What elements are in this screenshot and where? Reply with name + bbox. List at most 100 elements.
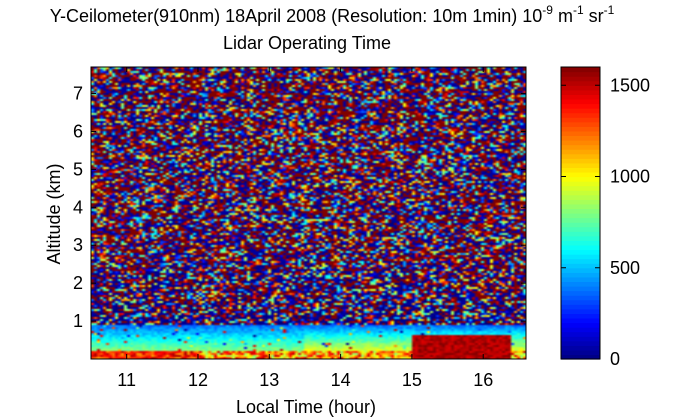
colorbar-segment xyxy=(561,340,600,346)
colorbar-segment xyxy=(561,89,600,95)
colorbar-segment xyxy=(561,240,600,246)
colorbar-segment xyxy=(561,295,600,301)
colorbar-segment xyxy=(561,208,600,214)
colorbar-segment xyxy=(561,194,600,200)
colorbar-segment xyxy=(561,336,600,342)
heatmap-image xyxy=(91,67,526,359)
colorbar-segment xyxy=(561,244,600,251)
colorbar-segment xyxy=(561,317,600,324)
title-unit-sr: sr xyxy=(589,6,604,26)
y-tick-label: 2 xyxy=(73,273,83,293)
colorbar-segment xyxy=(561,354,600,360)
plot-frame xyxy=(90,66,527,360)
colorbar-tick-label: 0 xyxy=(610,349,620,369)
colorbar-segment xyxy=(561,199,600,205)
colorbar-segment xyxy=(561,217,600,223)
colorbar-segment xyxy=(561,235,600,241)
colorbar-segment xyxy=(561,327,600,333)
colorbar-segment xyxy=(561,98,600,105)
colorbar-segment xyxy=(561,226,600,232)
colorbar-segment xyxy=(561,162,600,168)
colorbar-segment xyxy=(561,304,600,310)
colorbar-tick-label: 500 xyxy=(610,258,640,278)
colorbar-segment xyxy=(561,121,600,127)
colorbar-segment xyxy=(561,171,600,178)
colorbar-segment xyxy=(561,167,600,173)
colorbar-segment xyxy=(561,276,600,283)
colorbar-segment xyxy=(561,112,600,118)
chart-subtitle: Lidar Operating Time xyxy=(223,33,391,53)
colorbar-segment xyxy=(561,140,600,146)
colorbar-segment xyxy=(561,254,600,260)
colorbar-segment xyxy=(561,299,600,305)
colorbar-segment xyxy=(561,117,600,123)
colorbar-segment xyxy=(561,103,600,109)
y-axis-label: Altitude (km) xyxy=(44,163,64,264)
colorbar-ticks: 0 500 1000 1500 xyxy=(561,75,650,369)
colorbar-segment xyxy=(561,331,600,337)
y-tick-label: 4 xyxy=(73,197,83,217)
colorbar-segment xyxy=(561,153,600,159)
colorbar-tick-label: 1000 xyxy=(610,167,650,187)
colorbar-segment xyxy=(561,181,600,187)
colorbar-frame xyxy=(560,66,601,360)
colorbar-segment xyxy=(561,345,600,351)
heatmap-plot-area xyxy=(91,67,526,359)
colorbar-segment xyxy=(561,149,600,155)
colorbar-segment xyxy=(561,80,600,86)
colorbar-segment xyxy=(561,290,600,296)
colorbar-segment xyxy=(561,258,600,264)
colorbar-segment xyxy=(561,85,600,91)
x-tick-label: 13 xyxy=(259,370,279,390)
colorbar-segment xyxy=(561,126,600,132)
colorbar-segment xyxy=(561,349,600,356)
colorbar-tick-label: 1500 xyxy=(610,75,650,95)
y-tick-label: 1 xyxy=(73,311,83,331)
x-tick-label: 12 xyxy=(188,370,208,390)
svg-text:Y-Ceilometer(910nm) 18April 20: Y-Ceilometer(910nm) 18April 2008 (Resolu… xyxy=(50,3,615,26)
y-axis-ticks: 1 2 3 4 5 6 7 xyxy=(73,84,526,331)
y-tick-label: 7 xyxy=(73,84,83,104)
colorbar-segment xyxy=(561,231,600,237)
colorbar-segment xyxy=(561,222,600,228)
colorbar-segment xyxy=(561,249,600,255)
colorbar-segment xyxy=(561,185,600,191)
title-superscript-neg9: -9 xyxy=(542,3,553,17)
colorbar-segment xyxy=(561,267,600,273)
colorbar-segment xyxy=(561,272,600,278)
colorbar-segment xyxy=(561,263,600,269)
colorbar-segment xyxy=(561,135,600,141)
colorbar-segment xyxy=(561,94,600,100)
colorbar-segment xyxy=(561,108,600,114)
title-superscript-neg1-a: -1 xyxy=(573,3,584,17)
x-tick-label: 14 xyxy=(331,370,351,390)
colorbar-segment xyxy=(561,313,600,319)
colorbar-segment xyxy=(561,308,600,314)
y-tick-label: 3 xyxy=(73,235,83,255)
title-unit-m: m xyxy=(558,6,573,26)
colorbar-segment xyxy=(561,176,600,182)
colorbar-segment xyxy=(561,144,600,150)
title-line1-prefix: Y-Ceilometer(910nm) 18April 2008 (Resolu… xyxy=(50,6,543,26)
x-tick-label: 16 xyxy=(473,370,493,390)
colorbar-segment xyxy=(561,76,600,82)
colorbar-segment xyxy=(561,286,600,292)
colorbar-segment xyxy=(561,130,600,137)
colorbar-segment xyxy=(561,158,600,164)
colorbar-segment xyxy=(561,71,600,77)
colorbar-segment xyxy=(561,322,600,328)
colorbar-segment xyxy=(561,203,600,210)
colorbar-segment xyxy=(561,190,600,196)
chart-title: Y-Ceilometer(910nm) 18April 2008 (Resolu… xyxy=(50,3,615,53)
y-tick-label: 5 xyxy=(73,159,83,179)
y-tick-label: 6 xyxy=(73,121,83,141)
colorbar-segment xyxy=(561,281,600,287)
x-tick-label: 15 xyxy=(402,370,422,390)
colorbar xyxy=(561,67,600,360)
title-superscript-neg1-b: -1 xyxy=(604,3,615,17)
x-axis-ticks: 11 12 13 14 15 16 xyxy=(117,67,493,390)
x-tick-label: 11 xyxy=(117,370,136,390)
colorbar-segment xyxy=(561,213,600,219)
colorbar-segment xyxy=(561,67,600,73)
